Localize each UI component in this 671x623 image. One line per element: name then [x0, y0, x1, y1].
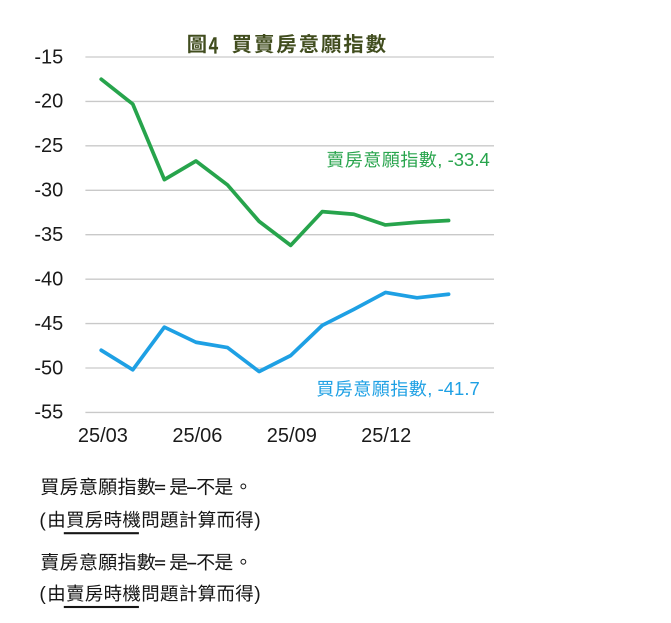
svg-text:25/09: 25/09	[267, 425, 317, 447]
svg-text:-25: -25	[34, 135, 63, 157]
svg-text:(: (	[39, 510, 46, 531]
svg-text:-45: -45	[34, 313, 63, 335]
svg-text:-50: -50	[34, 357, 63, 379]
svg-text:-55: -55	[34, 402, 63, 424]
svg-text:(: (	[39, 584, 46, 605]
svg-text:25/03: 25/03	[78, 425, 128, 447]
svg-text:-40: -40	[34, 268, 63, 290]
svg-text:-35: -35	[34, 224, 63, 246]
svg-text:): )	[254, 510, 260, 531]
svg-text:25/06: 25/06	[172, 425, 222, 447]
svg-text:25/12: 25/12	[361, 425, 411, 447]
svg-text:-20: -20	[34, 91, 63, 113]
svg-text:-15: -15	[34, 46, 63, 68]
svg-text:, -41.7: , -41.7	[427, 378, 479, 399]
svg-text:-30: -30	[34, 180, 63, 202]
svg-text:): )	[254, 584, 260, 605]
svg-text:, -33.4: , -33.4	[437, 149, 489, 170]
